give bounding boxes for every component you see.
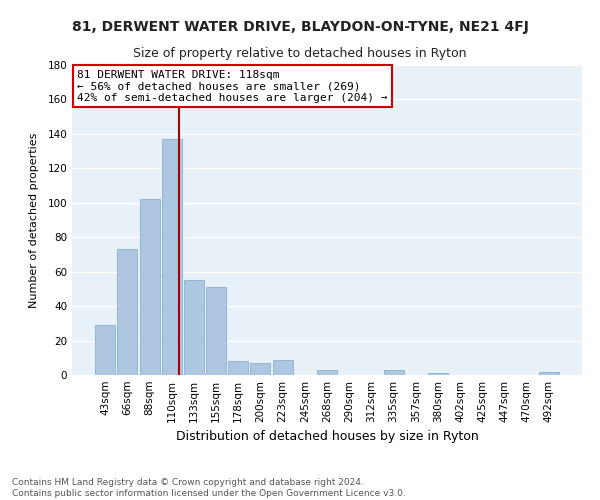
Bar (250, 363, 271, 375)
Bar (383, 370, 404, 375)
Bar (162, 139, 182, 375)
Bar (428, 374, 448, 375)
Bar (95, 325, 115, 375)
Text: 81 DERWENT WATER DRIVE: 118sqm
← 56% of detached houses are smaller (269)
42% of: 81 DERWENT WATER DRIVE: 118sqm ← 56% of … (77, 70, 388, 103)
Bar (272, 360, 293, 375)
Bar (228, 361, 248, 375)
Bar (539, 372, 559, 375)
Bar (184, 280, 204, 375)
Text: Size of property relative to detached houses in Ryton: Size of property relative to detached ho… (133, 48, 467, 60)
Text: 81, DERWENT WATER DRIVE, BLAYDON-ON-TYNE, NE21 4FJ: 81, DERWENT WATER DRIVE, BLAYDON-ON-TYNE… (71, 20, 529, 34)
Text: Contains HM Land Registry data © Crown copyright and database right 2024.
Contai: Contains HM Land Registry data © Crown c… (12, 478, 406, 498)
Y-axis label: Number of detached properties: Number of detached properties (29, 132, 39, 308)
Bar (206, 287, 226, 375)
X-axis label: Distribution of detached houses by size in Ryton: Distribution of detached houses by size … (176, 430, 478, 444)
Bar (140, 200, 160, 375)
Bar (118, 250, 137, 375)
Bar (317, 370, 337, 375)
